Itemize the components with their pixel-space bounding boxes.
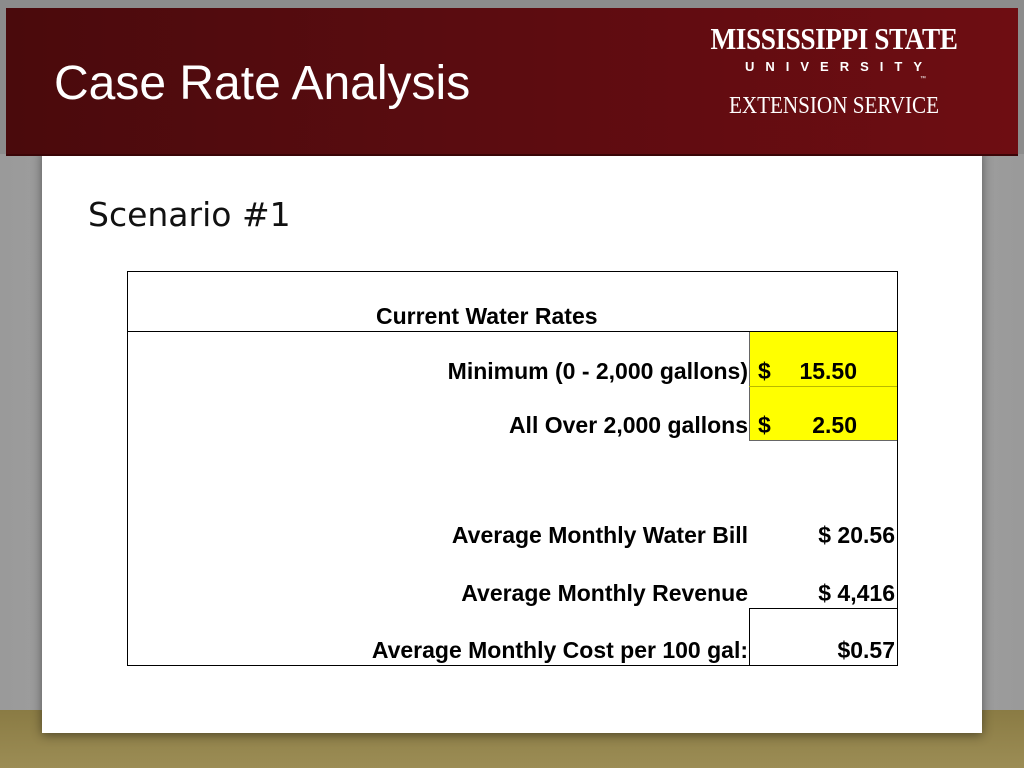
rate-cell-divider — [749, 386, 897, 387]
header-band — [6, 8, 1018, 156]
rate-currency-over: $ — [758, 412, 771, 438]
content-panel — [42, 150, 982, 733]
summary-value-water-bill: $ 20.56 — [818, 522, 895, 548]
rate-amount-over: 2.50 — [812, 412, 857, 438]
summary-value-cost: $0.57 — [837, 637, 895, 663]
logo-university-word: UNIVERSITY — [744, 59, 933, 74]
logo-university-name: MISSISSIPPI STATE — [710, 21, 958, 56]
logo-trademark: ™ — [920, 76, 926, 82]
summary-label-cost: Average Monthly Cost per 100 gal: — [371, 637, 748, 663]
rate-label-over: All Over 2,000 gallons — [508, 412, 748, 438]
slide-title: Case Rate Analysis — [54, 57, 471, 110]
water-rate-table: Current Water Rates Minimum (0 - 2,000 g… — [127, 271, 898, 666]
msu-extension-logo: MISSISSIPPI STATE UNIVERSITY ™ EXTENSION… — [686, 22, 982, 132]
logo-extension-service: EXTENSION SERVICE — [728, 93, 940, 119]
summary-value-revenue: $ 4,416 — [818, 580, 895, 606]
cost-value-box — [749, 608, 897, 665]
table-heading: Current Water Rates — [376, 303, 598, 329]
rate-label-minimum: Minimum (0 - 2,000 gallons) — [447, 358, 748, 384]
rate-amount-minimum: 15.50 — [799, 358, 857, 384]
summary-label-revenue: Average Monthly Revenue — [461, 580, 748, 606]
rate-currency-minimum: $ — [758, 358, 771, 384]
summary-label-water-bill: Average Monthly Water Bill — [451, 522, 748, 548]
scenario-subtitle: Scenario #1 — [88, 195, 291, 234]
heading-divider — [128, 331, 897, 332]
